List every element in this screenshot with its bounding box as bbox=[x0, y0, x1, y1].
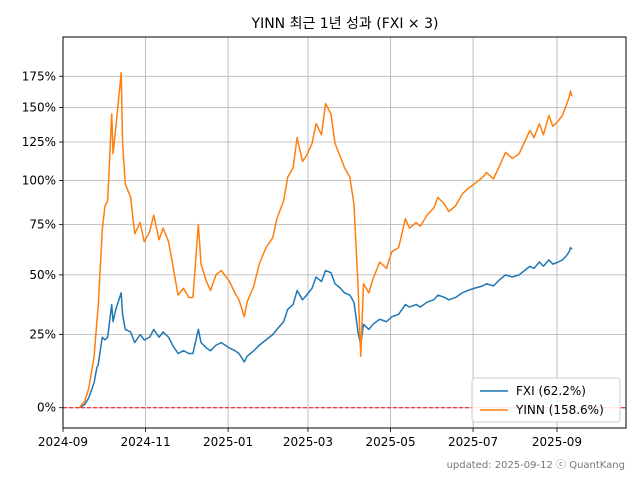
grid bbox=[62, 37, 626, 428]
x-tick-label: 2025-05 bbox=[365, 435, 415, 449]
x-tick-label: 2024-11 bbox=[120, 435, 170, 449]
x-axis: 2024-09 2024-11 2025-01 2025-03 2025-05 2025-… bbox=[38, 428, 582, 449]
y-tick-label: 50% bbox=[29, 268, 56, 282]
series-layer bbox=[78, 71, 573, 409]
x-tick-label: 2025-03 bbox=[283, 435, 333, 449]
y-tick-label: 150% bbox=[22, 100, 56, 114]
x-tick-label: 2025-01 bbox=[203, 435, 253, 449]
y-tick-label: 125% bbox=[22, 135, 56, 149]
x-tick-label: 2025-07 bbox=[448, 435, 498, 449]
legend-label: FXI (62.2%) bbox=[516, 384, 586, 398]
x-tick-label: 2025-09 bbox=[532, 435, 582, 449]
legend-box bbox=[471, 377, 621, 423]
y-axis: 0% 25% 50% 75% 100% 125% 150% 175% bbox=[22, 69, 63, 415]
series-line-yinn bbox=[78, 71, 573, 409]
y-tick-label: 0% bbox=[37, 401, 56, 415]
legend: FXI (62.2%) YINN (158.6%) bbox=[471, 377, 621, 423]
chart-title: YINN 최근 1년 성과 (FXI × 3) bbox=[251, 16, 439, 32]
x-tick-label: 2024-09 bbox=[38, 435, 88, 449]
plot-frame bbox=[62, 36, 627, 429]
y-tick-label: 100% bbox=[22, 174, 56, 188]
y-tick-label: 175% bbox=[22, 69, 56, 83]
series-line-fxi bbox=[78, 246, 573, 409]
legend-label: YINN (158.6%) bbox=[515, 403, 604, 417]
y-tick-label: 25% bbox=[29, 328, 56, 342]
y-tick-label: 75% bbox=[29, 217, 56, 231]
footer-credit: updated: 2025-09-12 ⓒ QuantKang bbox=[447, 459, 625, 471]
